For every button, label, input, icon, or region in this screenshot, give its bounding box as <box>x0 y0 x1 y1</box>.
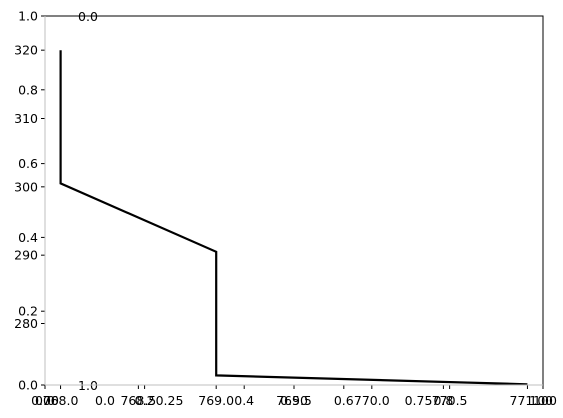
y-tick-label: 280 <box>14 316 38 331</box>
overlay-y-tick-label: 0.0 <box>18 378 38 393</box>
y-tick-label: 290 <box>14 248 38 263</box>
overlay-y-tick-label: 0.2 <box>18 304 38 319</box>
overlay-x-tick-label: 0.4 <box>234 393 254 408</box>
overlay-x-tick-label: 0.0 <box>35 393 55 408</box>
overlay-y-tick-label: 0.4 <box>18 230 38 245</box>
overlay-x-tick-label: 0.6 <box>334 393 354 408</box>
x-tick-label: 770.0 <box>354 393 390 408</box>
overlay-x-tick-label: 1.0 <box>533 393 553 408</box>
overlay-alt-x-tick-label: 1.00 <box>529 393 557 408</box>
overlay-x-tick-label: 0.8 <box>433 393 453 408</box>
x-tick-label: 771.0 <box>510 393 546 408</box>
overlay-alt-x-tick-label: 0.75 <box>405 393 433 408</box>
x-tick-label: 770.5 <box>432 393 468 408</box>
overlay-y-tick-label: 0.6 <box>18 156 38 171</box>
y-tick-label: 300 <box>14 179 38 194</box>
overlay-alt-x-tick-label: 0.00 <box>31 393 59 408</box>
y-tick-label: 320 <box>14 43 38 58</box>
overlay-x-tick-label: 0.2 <box>135 393 155 408</box>
x-tick-label: 769.5 <box>276 393 312 408</box>
overlay-y-tick-label: 0.8 <box>18 82 38 97</box>
overlay-alt-x-tick-label: 0.50 <box>280 393 308 408</box>
series-line <box>59 50 528 386</box>
x-tick-label: 769.0 <box>198 393 234 408</box>
x-tick-label: 768.5 <box>120 393 156 408</box>
overlay-alt-x-tick-label: 0.25 <box>156 393 184 408</box>
overlay-y-tick-label: 1.0 <box>18 9 38 24</box>
ticks-layer: 280 290 300 310 320 768.0 768.5 769.0 769.5 770.0… <box>14 9 557 409</box>
x-tick-label: 768.0 <box>43 393 79 408</box>
stray-bottom-zero-label: 0.0 <box>95 393 115 408</box>
y-tick-label: 310 <box>14 111 38 126</box>
